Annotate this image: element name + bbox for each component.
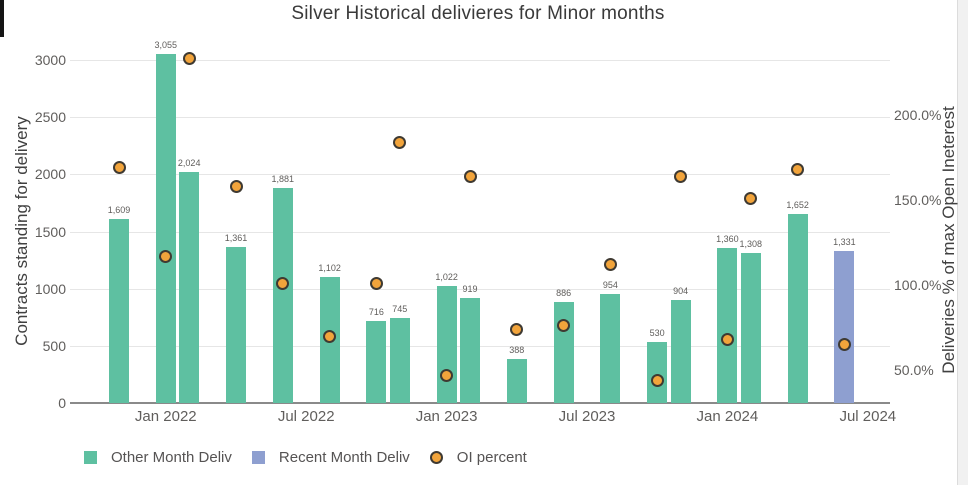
bar-recent-month[interactable] <box>834 250 855 403</box>
scrollbar-track[interactable] <box>957 0 968 485</box>
oi-percent-dot[interactable] <box>650 373 664 387</box>
gridline-2000 <box>70 174 890 176</box>
bar-value-label: 1,881 <box>271 173 295 184</box>
right-axis-tick-label: 200.0% <box>894 107 942 123</box>
legend-item-other-month-deliv[interactable]: Other Month Deliv <box>84 449 232 466</box>
right-axis-tick-label: 100.0% <box>894 277 942 293</box>
bar-other-month[interactable] <box>600 293 621 403</box>
oi-percent-dot[interactable] <box>603 258 617 272</box>
oi-percent-dot[interactable] <box>837 338 851 351</box>
oi-percent-dot[interactable] <box>182 52 196 66</box>
x-axis-tick-label: Jan 2024 <box>696 408 759 425</box>
bar-value-label: 904 <box>673 285 689 296</box>
bar-other-month[interactable] <box>179 171 200 403</box>
oi-percent-dot[interactable] <box>674 169 688 183</box>
oi-percent-dot[interactable] <box>791 162 805 176</box>
bar-value-label: 388 <box>509 344 525 355</box>
left-axis-tick-label: 0 <box>58 395 66 411</box>
bar-value-label: 530 <box>649 328 665 339</box>
bar-other-month[interactable] <box>366 321 387 403</box>
x-axis-tick-label: Jul 2024 <box>839 408 897 425</box>
x-axis-tick-label: Jan 2023 <box>415 408 478 425</box>
bar-other-month[interactable] <box>389 317 410 403</box>
legend-item-oi-percent[interactable]: OI percent <box>429 449 527 466</box>
left-axis-tick-label: 3000 <box>34 52 66 68</box>
left-axis-tick-label: 1500 <box>34 223 66 240</box>
x-axis-tick-label: Jan 2022 <box>134 408 197 425</box>
window-edge-artifact <box>0 0 4 37</box>
bar-value-label: 1,308 <box>739 239 763 250</box>
oi-percent-dot[interactable] <box>393 135 407 149</box>
oi-percent-swatch-icon <box>429 451 443 464</box>
bar-other-month[interactable] <box>670 299 691 403</box>
legend-label-oi-percent: OI percent <box>456 449 527 466</box>
bar-value-label: 1,360 <box>716 233 739 244</box>
bar-other-month[interactable] <box>740 253 761 403</box>
legend-item-recent-month-deliv[interactable]: Recent Month Deliv <box>251 449 410 466</box>
oi-percent-dot[interactable] <box>229 179 243 193</box>
bar-other-month[interactable] <box>717 247 738 403</box>
legend-label-recent-month-deliv: Recent Month Deliv <box>278 449 410 466</box>
oi-percent-dot[interactable] <box>744 191 758 205</box>
x-axis-line <box>70 402 890 404</box>
bar-other-month[interactable] <box>155 53 176 403</box>
x-axis-tick-label: Jul 2022 <box>277 408 335 425</box>
oi-percent-dot[interactable] <box>112 161 126 175</box>
oi-percent-dot[interactable] <box>159 249 173 263</box>
oi-percent-dot[interactable] <box>440 368 454 382</box>
oi-percent-dot[interactable] <box>510 322 524 336</box>
oi-percent-dot[interactable] <box>369 276 383 290</box>
bar-other-month[interactable] <box>272 187 293 403</box>
bar-value-label: 1,361 <box>224 233 248 244</box>
gridline-500 <box>70 345 890 347</box>
bar-value-label: 1,331 <box>833 236 856 247</box>
bar-other-month[interactable] <box>226 247 246 403</box>
right-axis-tick-label: 150.0% <box>894 192 942 208</box>
bar-other-month[interactable] <box>460 297 480 403</box>
gridline-1000 <box>70 288 890 290</box>
chart-title: Silver Historical delivieres for Minor m… <box>291 3 665 24</box>
right-axis-title: Deliveries % of max Open Ineterest <box>939 106 958 374</box>
bar-value-label: 1,652 <box>786 200 809 211</box>
bar-value-label: 1,102 <box>318 263 341 273</box>
recent-month-deliv-swatch-icon <box>251 451 265 464</box>
bar-value-label: 1,022 <box>435 272 458 283</box>
oi-percent-dot[interactable] <box>463 169 477 183</box>
x-axis-tick-label: Jul 2023 <box>558 408 616 425</box>
bar-other-month[interactable] <box>647 342 668 403</box>
gridline-1500 <box>70 231 890 233</box>
bar-value-label: 886 <box>556 287 572 298</box>
bar-value-label: 2,024 <box>177 157 201 168</box>
left-axis-tick-label: 1000 <box>34 280 66 297</box>
bar-other-month[interactable] <box>506 358 527 403</box>
bar-value-label: 716 <box>368 307 384 318</box>
legend-label-other-month-deliv: Other Month Deliv <box>111 449 232 466</box>
bar-other-month[interactable] <box>553 301 574 403</box>
oi-percent-dot[interactable] <box>720 332 734 346</box>
legend: Other Month Deliv Recent Month Deliv OI … <box>84 449 527 466</box>
gridline-3000 <box>70 60 890 61</box>
left-axis-tick-label: 2500 <box>34 109 66 126</box>
bar-value-label: 919 <box>462 283 478 294</box>
bar-value-label: 954 <box>602 279 618 290</box>
bar-value-label: 3,055 <box>154 39 178 50</box>
bar-other-month[interactable] <box>109 219 129 403</box>
oi-percent-dot[interactable] <box>323 329 337 343</box>
left-axis-tick-label: 2000 <box>34 166 66 183</box>
bar-other-month[interactable] <box>436 286 457 403</box>
bar-other-month[interactable] <box>787 214 808 403</box>
left-axis-tick-label: 500 <box>42 337 66 354</box>
right-axis-tick-label: 50.0% <box>894 362 934 378</box>
oi-percent-dot[interactable] <box>276 276 290 290</box>
oi-percent-dot[interactable] <box>557 319 571 333</box>
bar-value-label: 1,609 <box>107 205 131 216</box>
bar-value-label: 745 <box>392 303 408 314</box>
gridline-2500 <box>70 117 890 119</box>
other-month-deliv-swatch-icon <box>84 451 97 464</box>
